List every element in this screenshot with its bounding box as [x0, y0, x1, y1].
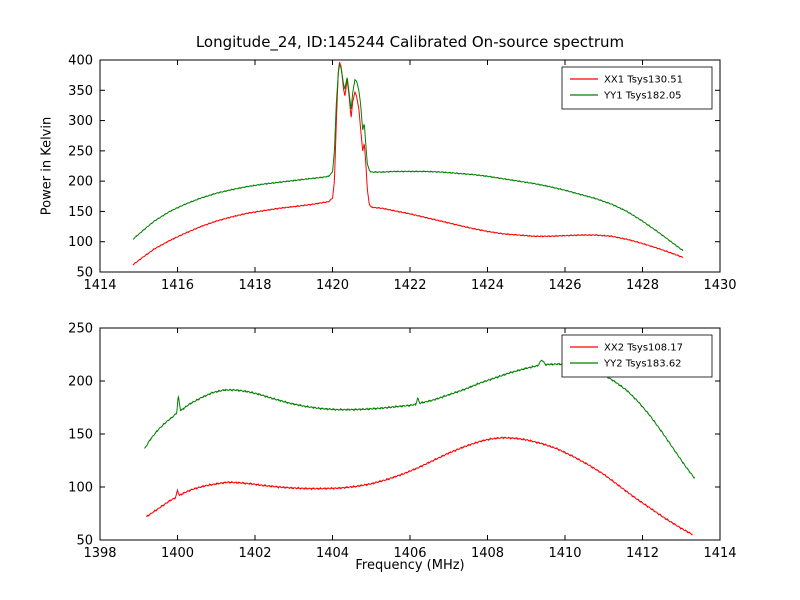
x-tick-label: 1416	[161, 278, 194, 293]
x-tick-label: 1430	[703, 278, 736, 293]
series-line-XX2	[146, 436, 693, 536]
axes-bottom: 1398 1400 1402 1404 1406 1408 1410 1412 1414 50 10…	[68, 322, 736, 562]
y-tick-label: 250	[68, 144, 93, 159]
x-tick-label: 1414	[703, 546, 736, 561]
x-tick-label: 1412	[626, 546, 659, 561]
legend-label: XX1 Tsys130.51	[604, 75, 683, 86]
x-tick-label: 1404	[316, 546, 349, 561]
x-tick-label: 1406	[393, 546, 426, 561]
legend-box	[561, 334, 713, 378]
x-tick-label: 1422	[393, 278, 426, 293]
y-tick-label: 250	[68, 322, 93, 337]
series-line-XX1	[132, 62, 684, 266]
y-tick-label: 50	[76, 534, 93, 549]
y-tick-label: 200	[68, 375, 93, 390]
legend: XX2 Tsys108.17 YY2 Tsys183.62	[561, 334, 713, 378]
x-tick-label: 1408	[471, 546, 504, 561]
x-tick-label: 1418	[238, 278, 271, 293]
figure-title: Longitude_24, ID:145244 Calibrated On-so…	[195, 33, 625, 51]
x-tick-label: 1398	[83, 546, 116, 561]
x-tick-label: 1426	[548, 278, 581, 293]
series-line-YY2	[144, 359, 696, 479]
x-tick-label: 1414	[83, 278, 116, 293]
y-tick-label: 100	[68, 481, 93, 496]
y-tick-label: 100	[68, 235, 93, 250]
y-tick-label: 200	[68, 175, 93, 190]
x-tick-label: 1400	[161, 546, 194, 561]
top-y-axis-label: Power in Kelvin	[39, 116, 55, 216]
y-tick-label: 50	[76, 266, 93, 281]
y-tick-label: 350	[68, 84, 93, 99]
y-tick-label: 150	[68, 205, 93, 220]
legend: XX1 Tsys130.51 YY1 Tsys182.05	[561, 66, 713, 110]
legend-label: XX2 Tsys108.17	[604, 343, 683, 354]
bottom-x-axis-label: Frequency (MHz)	[355, 558, 465, 573]
legend-label: YY1 Tsys182.05	[603, 91, 682, 102]
y-tick-label: 300	[68, 114, 93, 129]
axes-top: 1414 1416 1418 1420 1422 1424 1426 1428 1430 50 10…	[68, 54, 736, 294]
y-tick-label: 150	[68, 428, 93, 443]
x-tick-label: 1420	[316, 278, 349, 293]
legend-box	[561, 66, 713, 110]
series-line-YY1	[132, 63, 684, 252]
y-tick-label: 400	[68, 54, 93, 69]
x-tick-label: 1428	[626, 278, 659, 293]
legend-label: YY2 Tsys183.62	[603, 359, 682, 370]
x-tick-label: 1424	[471, 278, 504, 293]
x-tick-label: 1410	[548, 546, 581, 561]
x-tick-label: 1402	[238, 546, 271, 561]
